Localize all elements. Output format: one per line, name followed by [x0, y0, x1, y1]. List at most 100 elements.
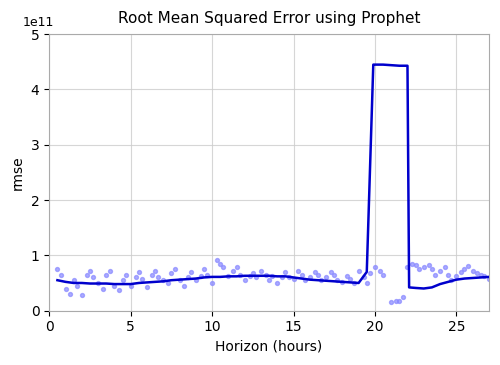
Title: Root Mean Squared Error using Prophet: Root Mean Squared Error using Prophet: [118, 11, 420, 26]
Point: [118, 277, 126, 283]
Point: [322, 274, 330, 280]
Point: [249, 270, 257, 276]
Point: [224, 273, 232, 279]
Point: [164, 280, 172, 286]
Point: [94, 280, 102, 286]
Point: [436, 268, 444, 274]
Point: [460, 266, 468, 272]
Point: [474, 270, 482, 276]
Point: [170, 266, 178, 272]
Point: [444, 272, 452, 278]
Point: [236, 272, 244, 278]
Point: [82, 272, 90, 278]
Point: [106, 268, 114, 274]
Point: [412, 262, 420, 268]
Point: [203, 272, 211, 278]
Point: [396, 298, 404, 304]
X-axis label: Horizon (hours): Horizon (hours): [216, 340, 322, 354]
Point: [317, 277, 325, 283]
Point: [428, 266, 436, 272]
Point: [376, 268, 384, 274]
Point: [213, 257, 221, 263]
Point: [138, 276, 146, 281]
Point: [294, 268, 302, 274]
Point: [448, 277, 456, 283]
Point: [284, 274, 292, 280]
Point: [252, 274, 260, 280]
Point: [366, 270, 374, 276]
Point: [116, 287, 124, 292]
Point: [363, 280, 371, 286]
Point: [350, 280, 358, 286]
Point: [86, 268, 94, 274]
Point: [70, 277, 78, 283]
Point: [246, 273, 254, 279]
Point: [346, 276, 354, 281]
Point: [424, 262, 432, 268]
Point: [327, 269, 335, 275]
Point: [441, 265, 449, 270]
Point: [176, 277, 184, 283]
Text: 1e11: 1e11: [23, 16, 54, 29]
Point: [187, 269, 195, 275]
Point: [56, 272, 64, 278]
Point: [151, 268, 159, 274]
Point: [200, 266, 208, 272]
Point: [143, 284, 151, 290]
Point: [268, 273, 276, 279]
Point: [232, 265, 240, 270]
Point: [180, 283, 188, 289]
Point: [168, 270, 175, 276]
Point: [102, 272, 110, 278]
Point: [159, 277, 167, 283]
Point: [148, 272, 156, 278]
Point: [338, 279, 346, 285]
Point: [431, 272, 439, 278]
Point: [184, 274, 192, 280]
Point: [354, 268, 362, 274]
Point: [301, 277, 309, 283]
Point: [298, 272, 306, 278]
Point: [310, 269, 318, 275]
Point: [306, 274, 314, 280]
Point: [290, 276, 298, 281]
Point: [278, 274, 286, 280]
Point: [452, 273, 460, 279]
Point: [464, 264, 471, 269]
Point: [314, 272, 322, 278]
Y-axis label: rmse: rmse: [11, 155, 25, 190]
Point: [387, 299, 395, 305]
Point: [408, 261, 416, 266]
Point: [99, 285, 107, 291]
Point: [330, 272, 338, 278]
Point: [273, 280, 281, 286]
Point: [122, 272, 130, 278]
Point: [476, 272, 484, 278]
Point: [54, 266, 62, 272]
Point: [135, 269, 143, 275]
Point: [468, 268, 476, 274]
Point: [62, 285, 70, 291]
Point: [404, 265, 411, 270]
Point: [282, 269, 290, 275]
Point: [360, 274, 368, 280]
Point: [379, 272, 387, 278]
Point: [66, 291, 74, 297]
Point: [89, 274, 97, 280]
Point: [154, 274, 162, 280]
Point: [192, 277, 200, 283]
Point: [110, 283, 118, 289]
Point: [265, 277, 273, 283]
Point: [230, 268, 237, 274]
Point: [132, 274, 140, 280]
Point: [240, 277, 248, 283]
Point: [457, 269, 465, 275]
Point: [220, 265, 228, 270]
Point: [262, 272, 270, 278]
Point: [343, 273, 351, 279]
Point: [257, 268, 265, 274]
Point: [415, 266, 423, 272]
Point: [398, 294, 406, 300]
Point: [73, 283, 81, 289]
Point: [196, 273, 204, 279]
